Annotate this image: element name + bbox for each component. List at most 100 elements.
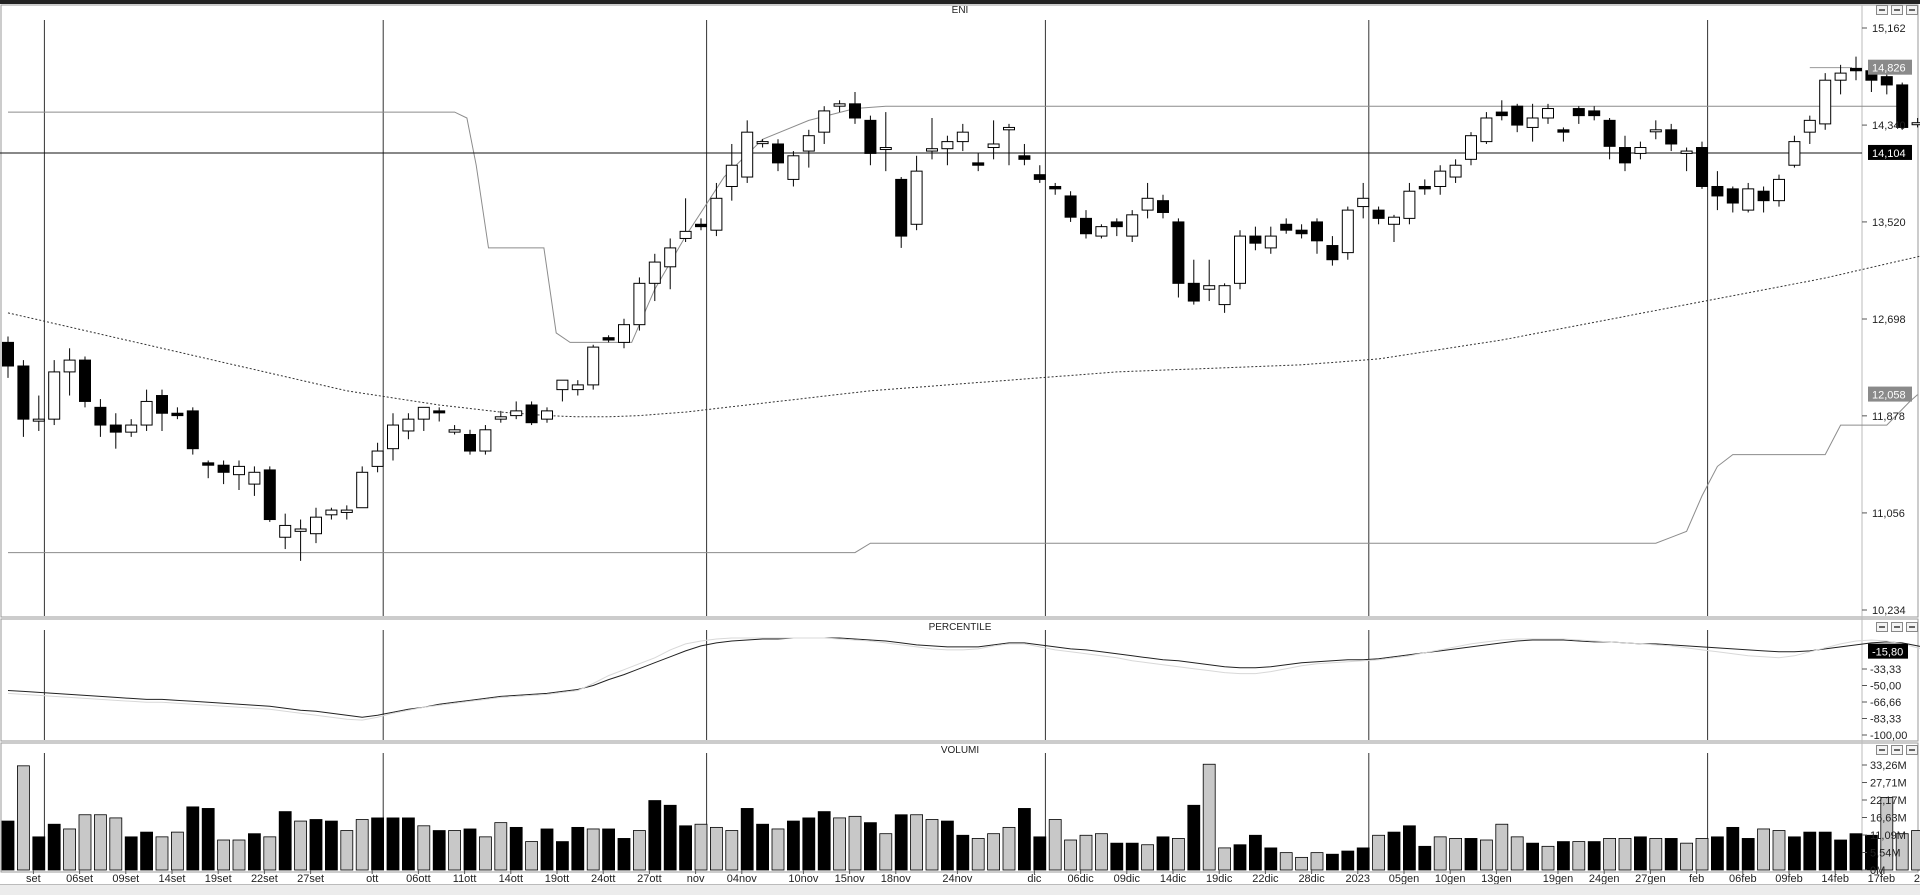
candle-body	[1095, 226, 1108, 237]
candle-body	[217, 464, 230, 473]
candle-body	[541, 410, 553, 420]
volume-bar	[32, 836, 46, 871]
percentile-panel-close-button[interactable]	[1906, 622, 1918, 632]
candle-body	[186, 410, 199, 450]
date-tick-label: 27set	[297, 873, 324, 884]
volume-bar	[1326, 853, 1339, 871]
volume-bar	[894, 814, 908, 871]
candle-body	[1834, 72, 1847, 81]
candle-body	[1418, 185, 1431, 190]
candle-body	[94, 406, 107, 426]
candle-body	[371, 450, 384, 467]
candle-body	[1773, 178, 1785, 202]
candle-body	[772, 143, 784, 164]
volume-bar	[371, 817, 385, 871]
candle-body	[510, 410, 523, 417]
volume-bar	[170, 831, 184, 871]
volume-bar	[1649, 838, 1663, 871]
candle-body	[987, 143, 1000, 149]
percentile-panel-maximize-button[interactable]	[1891, 622, 1903, 632]
candle-body	[1819, 79, 1832, 125]
volume-panel-maximize-button[interactable]	[1891, 745, 1903, 755]
volume-panel-minimize-button[interactable]	[1876, 745, 1888, 755]
date-tick-label: dic	[1027, 873, 1042, 884]
volume-bar	[186, 806, 200, 871]
panel-frames	[0, 4, 1919, 873]
volume-bar	[1880, 796, 1894, 871]
percentile-tick-label: -83,33	[1870, 713, 1901, 725]
volume-bar	[1572, 841, 1586, 871]
volume-bar	[1033, 836, 1047, 871]
volume-bar	[633, 830, 646, 871]
candle-body	[233, 465, 245, 476]
candle-body	[1788, 141, 1801, 166]
volume-bar	[1587, 841, 1601, 871]
candle-body	[325, 509, 338, 516]
candle-body	[664, 247, 677, 268]
candle-body	[802, 135, 815, 152]
candle-body	[387, 424, 399, 450]
candle-body	[895, 178, 908, 237]
candle-body	[340, 509, 353, 513]
volume-bar	[1480, 839, 1493, 871]
candle-body	[926, 148, 938, 152]
volume-bar	[1079, 834, 1093, 871]
volume-bar	[1356, 847, 1370, 871]
volume-bar	[1141, 844, 1154, 871]
price-marker-label: 14,826	[1872, 63, 1906, 75]
date-tick-label: 22dic	[1252, 873, 1279, 884]
candle-body	[1203, 285, 1216, 290]
date-tick-label: feb	[1689, 873, 1704, 884]
candle-body	[1803, 119, 1816, 133]
date-tick-label: 06set	[66, 873, 93, 884]
volume-bar	[140, 831, 154, 871]
candle-body	[741, 131, 754, 178]
volume-bar	[1064, 839, 1077, 871]
candle-body	[1634, 147, 1647, 154]
price-panel-minimize-button[interactable]	[1876, 5, 1888, 15]
volume-bar	[802, 817, 816, 871]
candle-body	[402, 418, 415, 432]
candle-body	[1234, 235, 1246, 284]
volume-bar	[1125, 842, 1139, 871]
volume-bar	[1895, 833, 1909, 871]
candle-body	[494, 416, 507, 420]
candle-body	[156, 395, 168, 414]
volume-bar	[1418, 845, 1432, 871]
candle-body	[1911, 122, 1920, 126]
volume-tick-label: 27,71M	[1870, 778, 1907, 790]
date-tick-label: 09feb	[1775, 873, 1803, 884]
date-tick-label: 22feb	[1914, 873, 1920, 884]
candle-body	[849, 103, 861, 119]
candle-body	[63, 359, 76, 373]
volume-bar	[294, 820, 308, 871]
volume-bar	[1048, 819, 1062, 871]
price-tick-label: 13,520	[1872, 217, 1906, 229]
percentile-panel-minimize-button[interactable]	[1876, 622, 1888, 632]
volume-bar	[1002, 826, 1016, 871]
volume-bar	[401, 817, 415, 871]
price-panel-maximize-button[interactable]	[1891, 5, 1903, 15]
candle-body	[171, 412, 184, 417]
volume-bar	[1172, 838, 1185, 871]
candle-body	[1449, 164, 1462, 178]
volume-panel-close-button[interactable]	[1906, 745, 1918, 755]
candle-body	[818, 110, 831, 133]
volume-bar	[1741, 838, 1755, 871]
candle-body	[1003, 126, 1015, 131]
price-panel-close-button[interactable]	[1906, 5, 1918, 15]
candle-body	[1049, 185, 1062, 190]
volume-bar	[1788, 836, 1801, 871]
volume-bar	[432, 830, 446, 871]
candle-body	[1141, 197, 1154, 211]
volume-bar	[956, 834, 970, 871]
volume-bar	[525, 841, 538, 871]
price-tick-label: 14,340	[1872, 120, 1906, 132]
candle-body	[1110, 221, 1123, 228]
volume-tick-label: 0M	[1870, 865, 1885, 877]
volume-bar	[1634, 836, 1647, 871]
candle-body	[1696, 147, 1708, 187]
candle-body	[202, 462, 215, 466]
panel-frame	[0, 4, 1919, 618]
